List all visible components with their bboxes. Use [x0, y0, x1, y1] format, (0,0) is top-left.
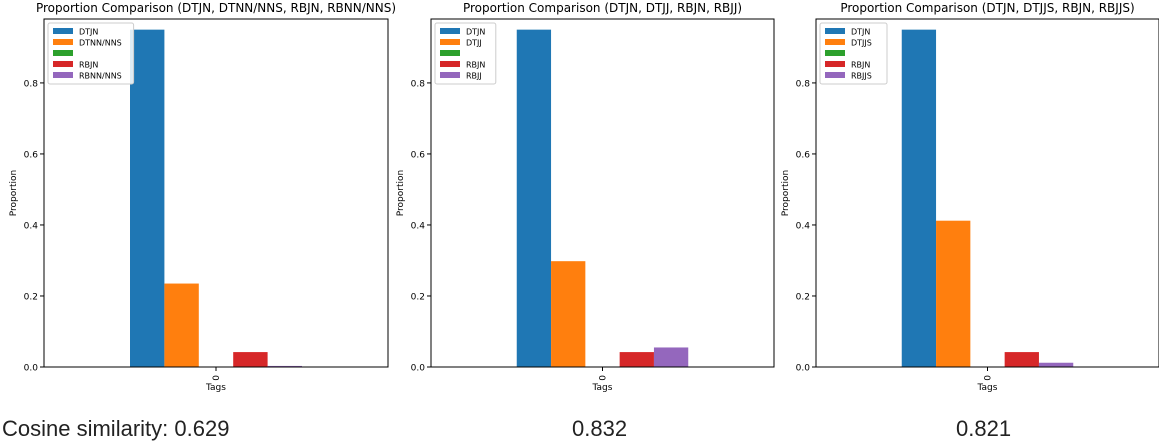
y-tick-label: 0.6: [24, 150, 39, 160]
y-tick-label: 0.6: [411, 150, 426, 160]
legend-swatch: [440, 28, 460, 34]
legend-label: RBJJ: [466, 72, 482, 81]
y-tick-label: 0.4: [24, 221, 39, 231]
legend-box: [47, 22, 135, 85]
legend-label: DTJN: [851, 28, 870, 37]
bar-rbjn: [619, 352, 654, 367]
y-tick-label: 0.4: [411, 221, 426, 231]
legend-label: RBNN/NNS: [79, 72, 122, 81]
legend-swatch: [440, 61, 460, 67]
bar-dtjjs: [936, 220, 971, 367]
x-tick-label: 0: [599, 375, 609, 381]
legend-label: RBJJS: [851, 72, 872, 81]
chart-2: Proportion Comparison (DTJN, DTJJ, RBJN,…: [396, 1, 775, 393]
legend-swatch: [53, 39, 73, 45]
bar-rbjjs: [1038, 362, 1074, 367]
bar-rbjn: [1004, 352, 1039, 367]
legend-swatch: [53, 28, 73, 34]
bar-rbjj: [653, 347, 689, 367]
caption-cosine-1: Cosine similarity: 0.629: [2, 416, 230, 441]
legend-label: DTJJS: [851, 39, 872, 48]
y-tick-label: 0.8: [411, 79, 426, 89]
legend-label: DTNN/NNS: [79, 39, 122, 48]
y-axis-label: Proportion: [781, 170, 791, 216]
bar-dtjj: [551, 261, 586, 367]
legend-swatch: [825, 72, 845, 78]
legend-swatch: [440, 39, 460, 45]
chart-title: Proportion Comparison (DTJN, DTJJ, RBJN,…: [463, 1, 742, 15]
bar-dtjn: [516, 29, 552, 367]
bar-rbnn-nns: [267, 365, 302, 367]
bar-dtnn-nns: [164, 283, 199, 367]
y-tick-label: 0.2: [796, 292, 810, 302]
legend-swatch: [825, 39, 845, 45]
caption-cosine-2: 0.832: [572, 416, 628, 441]
legend-label: RBJN: [79, 61, 98, 70]
y-tick-label: 0.0: [24, 364, 39, 374]
bar-dtjn: [130, 29, 165, 367]
legend-swatch: [53, 50, 73, 56]
legend-swatch: [825, 28, 845, 34]
legend-label: RBJN: [466, 61, 485, 70]
y-tick-label: 0.6: [796, 150, 811, 160]
legend-label: DTJN: [466, 28, 485, 37]
legend-swatch: [53, 61, 73, 67]
x-tick-label: 0: [984, 375, 994, 381]
y-axis-label: Proportion: [9, 170, 19, 216]
charts-canvas: Proportion Comparison (DTJN, DTNN/NNS, R…: [9, 1, 1159, 393]
legend-swatch: [440, 50, 460, 56]
bar-rbjn: [233, 352, 268, 367]
x-axis-label: Tags: [205, 383, 226, 393]
legend-swatch: [825, 61, 845, 67]
y-tick-label: 0.4: [796, 221, 811, 231]
y-tick-label: 0.2: [411, 292, 425, 302]
y-tick-label: 0.8: [796, 79, 811, 89]
legend-swatch: [440, 72, 460, 78]
legend-box: [819, 22, 888, 85]
caption-cosine-3: 0.821: [956, 416, 1012, 441]
legend-swatch: [53, 72, 73, 78]
chart-title: Proportion Comparison (DTJN, DTNN/NNS, R…: [36, 1, 396, 15]
legend-label: DTJN: [79, 28, 98, 37]
chart-3: Proportion Comparison (DTJN, DTJJS, RBJN…: [781, 1, 1159, 393]
legend-label: RBJN: [851, 61, 870, 70]
y-tick-label: 0.0: [411, 364, 426, 374]
x-axis-label: Tags: [977, 383, 998, 393]
y-tick-label: 0.0: [796, 364, 811, 374]
x-axis-label: Tags: [592, 383, 613, 393]
legend-swatch: [825, 50, 845, 56]
y-axis-label: Proportion: [396, 170, 406, 216]
legend-label: DTJJ: [466, 39, 482, 48]
x-tick-label: 0: [212, 375, 222, 381]
y-tick-label: 0.2: [24, 292, 38, 302]
chart-title: Proportion Comparison (DTJN, DTJJS, RBJN…: [840, 1, 1134, 15]
y-tick-label: 0.8: [24, 79, 39, 89]
chart-1: Proportion Comparison (DTJN, DTNN/NNS, R…: [9, 1, 396, 393]
bar-dtjn: [901, 29, 937, 367]
legend-box: [434, 22, 497, 85]
